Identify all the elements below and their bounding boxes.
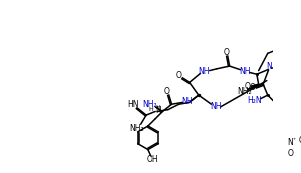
Text: NH₂: NH₂: [237, 87, 251, 96]
Text: H: H: [148, 107, 153, 112]
Text: H₂N: H₂N: [248, 96, 262, 105]
Text: N: N: [155, 106, 161, 115]
Text: H: H: [156, 105, 160, 110]
Text: NH₂: NH₂: [142, 100, 157, 109]
Text: O: O: [249, 83, 255, 92]
Text: O: O: [224, 48, 230, 57]
Text: N: N: [267, 62, 272, 71]
Text: O: O: [164, 87, 170, 96]
Text: O: O: [176, 71, 182, 80]
Text: OH: OH: [147, 155, 158, 164]
Text: NH₂: NH₂: [129, 124, 144, 133]
Text: O: O: [287, 149, 293, 158]
Text: N: N: [287, 138, 293, 147]
Text: HN: HN: [127, 100, 138, 109]
Text: ⁺: ⁺: [293, 138, 296, 143]
Text: O: O: [245, 83, 251, 92]
Text: O: O: [298, 136, 301, 145]
Text: NH: NH: [198, 67, 210, 76]
Text: NH: NH: [239, 67, 251, 76]
Text: NH: NH: [181, 97, 193, 106]
Text: NH: NH: [210, 102, 222, 111]
